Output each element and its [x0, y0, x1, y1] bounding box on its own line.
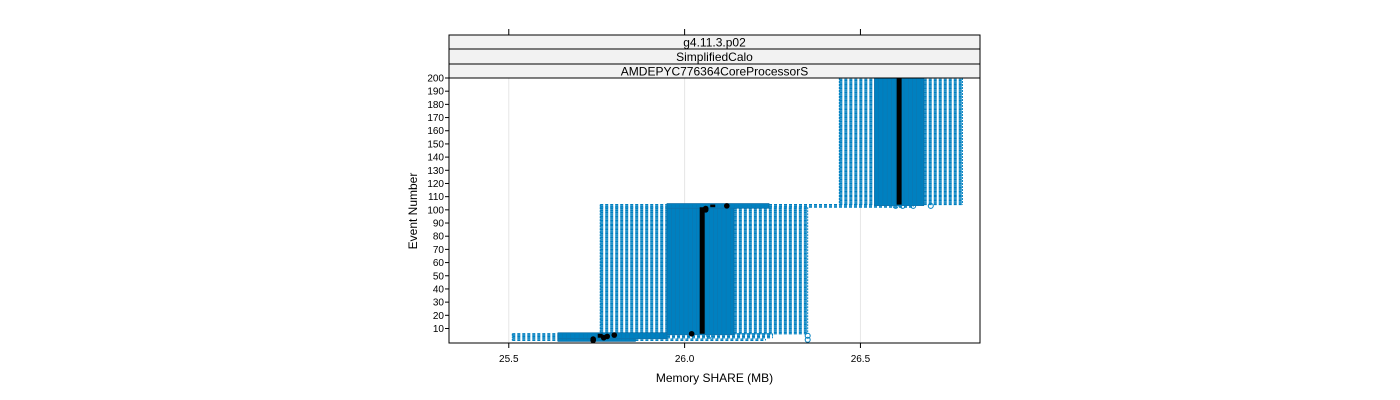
median-dot-1	[590, 336, 596, 342]
y-tick-label-19: 200	[427, 74, 444, 85]
y-tick-label-6: 70	[433, 245, 445, 256]
y-tick-label-13: 140	[427, 153, 444, 164]
strip-2-label: SimplifiedCalo	[676, 50, 753, 64]
y-tick-label-1: 20	[433, 311, 445, 322]
outlier-3-0	[892, 202, 899, 209]
y-tick-label-8: 90	[433, 219, 445, 230]
y-tick-label-7: 80	[433, 232, 445, 243]
y-tick-label-18: 190	[427, 87, 444, 98]
x-tick-label-1: 26.0	[675, 354, 695, 365]
x-tick-label-2: 26.5	[851, 354, 871, 365]
median-dot-3	[604, 333, 611, 340]
y-tick-label-10: 110	[428, 192, 444, 203]
strip-1-label: g4.11.3.p02	[683, 36, 746, 50]
strip-3-bg	[448, 63, 981, 79]
y-tick-label-3: 40	[433, 284, 445, 295]
y-axis-ticks: 10 20 30 40 50 60 70 80 90 100 110 120 130 140 150 160 1…	[427, 74, 449, 335]
y-tick-label-17: 180	[427, 100, 444, 111]
y-axis-title: Event Number	[406, 173, 420, 250]
outlier-0-0	[804, 336, 811, 343]
box-body-3	[666, 203, 770, 209]
outlier-3-1	[899, 202, 906, 209]
y-tick-label-14: 150	[427, 139, 444, 150]
y-tick-label-0: 10	[433, 324, 445, 335]
y-tick-label-12: 130	[427, 166, 444, 177]
x-axis-title: Memory SHARE (MB)	[656, 371, 773, 385]
median-dot-8	[724, 203, 730, 209]
median-dot-7	[702, 205, 709, 212]
outlier-points	[706, 202, 934, 343]
median-dot-5	[688, 330, 695, 337]
y-tick-label-15: 160	[427, 126, 444, 137]
median-dot-4	[611, 332, 618, 338]
y-tick-label-16: 170	[427, 113, 444, 124]
outlier-3-3	[927, 202, 934, 209]
median-dots	[590, 78, 902, 344]
x-axis-ticks: 25.5 26.0 26.5	[499, 29, 871, 365]
outlier-1-1	[804, 332, 811, 339]
y-tick-label-4: 50	[433, 271, 445, 282]
strip-headers: g4.11.3.p02 SimplifiedCalo AMDEPYC776364…	[448, 34, 981, 79]
y-tick-label-11: 120	[427, 179, 444, 190]
y-tick-label-5: 60	[433, 258, 445, 269]
whisker-lines	[511, 77, 963, 341]
y-tick-label-2: 30	[433, 298, 445, 309]
outlier-3-2	[910, 202, 917, 209]
x-tick-label-0: 25.5	[499, 354, 519, 365]
strip-3-label: AMDEPYC776364CoreProcessorS	[621, 65, 808, 79]
outlier-1-0	[706, 332, 713, 339]
y-tick-label-9: 100	[427, 205, 444, 216]
